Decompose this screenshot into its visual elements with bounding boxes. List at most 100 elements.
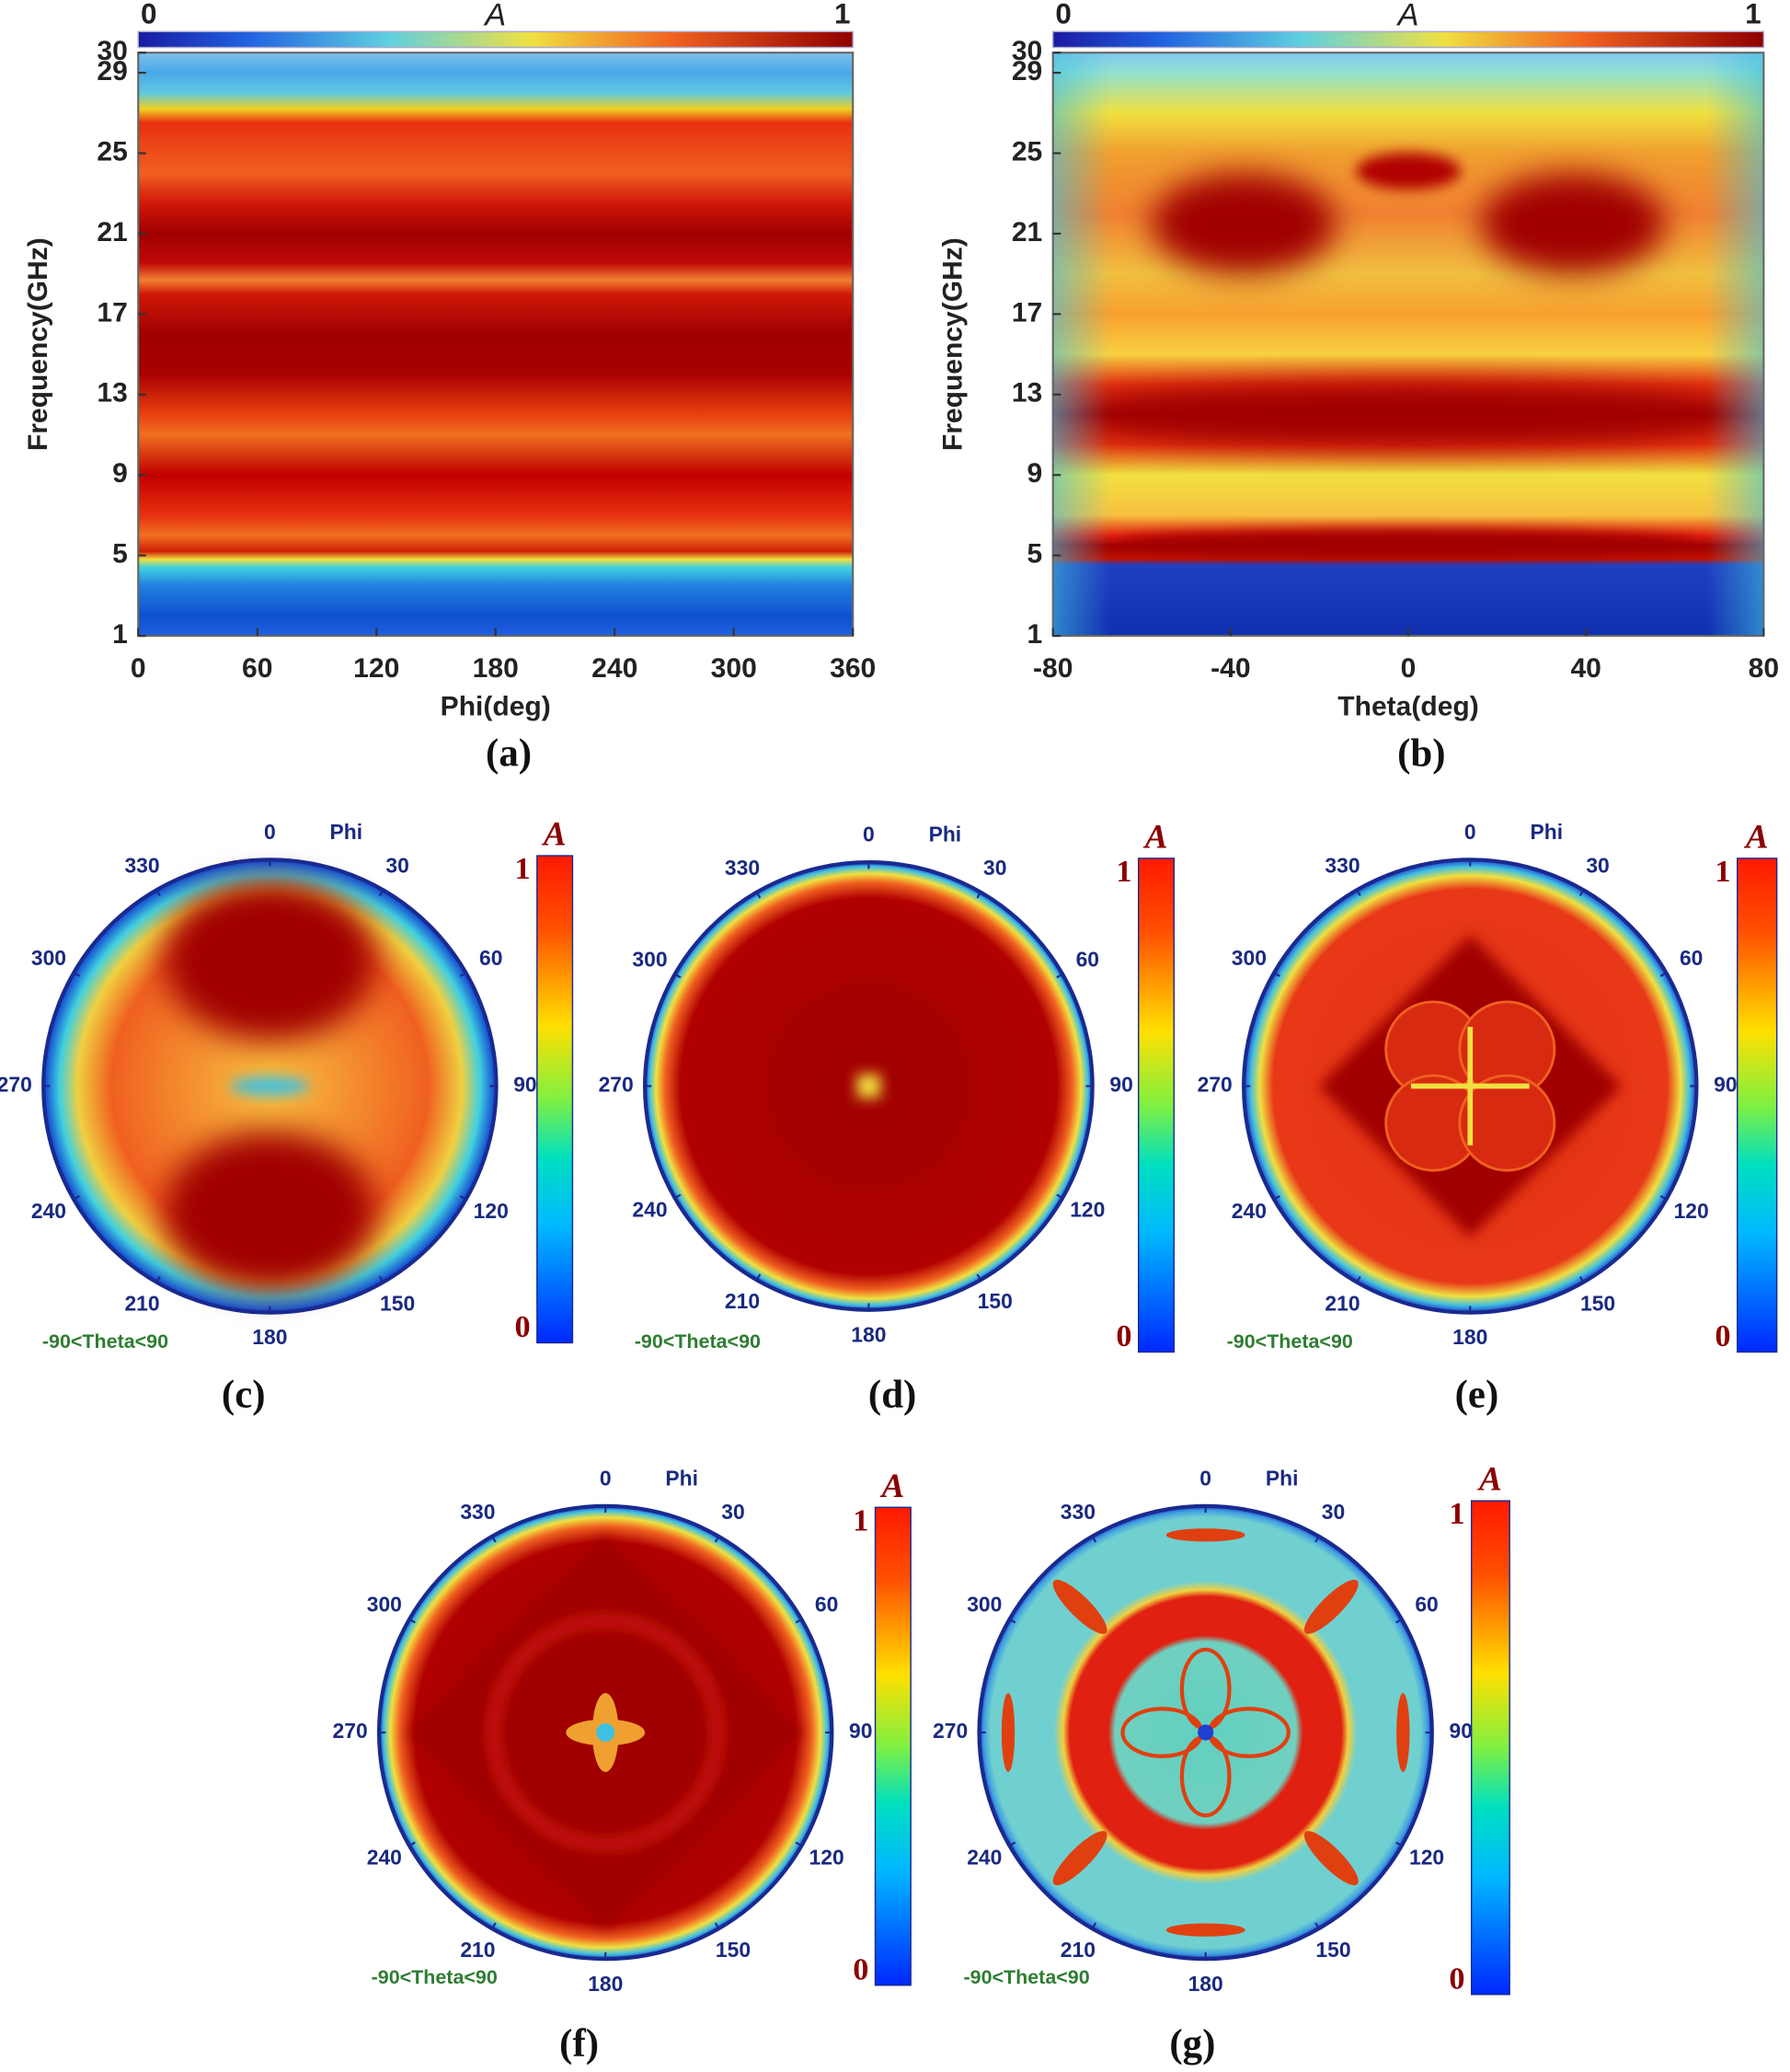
angle-tick bbox=[674, 973, 682, 979]
angle-axis-label: Phi bbox=[929, 823, 962, 846]
angle-tick bbox=[1273, 1194, 1280, 1201]
heatmap-field bbox=[138, 52, 854, 637]
angle-tick bbox=[1578, 1275, 1585, 1283]
angle-tick bbox=[155, 889, 161, 897]
y-tick-label: 9 bbox=[112, 458, 128, 489]
x-tick-label: 360 bbox=[830, 653, 876, 684]
angle-tick-label: 60 bbox=[815, 1593, 838, 1617]
angle-tick bbox=[1659, 972, 1667, 977]
angle-tick-label: 240 bbox=[967, 1845, 1002, 1869]
angle-tick-label: 90 bbox=[849, 1719, 872, 1743]
colorbar-tick-label: 1 bbox=[853, 1502, 868, 1537]
angle-tick bbox=[378, 889, 384, 897]
angle-tick-label: 330 bbox=[460, 1500, 495, 1524]
angle-tick-label: 0 bbox=[863, 823, 875, 846]
y-tick-label: 25 bbox=[97, 136, 127, 167]
panel-caption: (f) bbox=[559, 2022, 599, 2066]
panel-caption: (b) bbox=[1397, 732, 1445, 776]
x-tick-label: 120 bbox=[353, 653, 399, 684]
color-field bbox=[1303, 1579, 1359, 1634]
angle-tick bbox=[1356, 1275, 1361, 1283]
color-field bbox=[1198, 1724, 1214, 1741]
y-tick-label: 30 bbox=[97, 36, 127, 66]
x-tick-label: 300 bbox=[711, 653, 757, 684]
angle-tick-label: 120 bbox=[809, 1845, 844, 1869]
angle-tick bbox=[1578, 889, 1585, 897]
angle-tick-label: 240 bbox=[367, 1845, 402, 1869]
color-field bbox=[164, 881, 375, 1041]
angle-tick bbox=[491, 1536, 497, 1543]
colorbar bbox=[874, 1506, 912, 1986]
angle-tick bbox=[459, 972, 467, 977]
angle-tick bbox=[408, 1618, 416, 1624]
angle-tick-label: 270 bbox=[1198, 1072, 1233, 1096]
range-note: -90<Theta<90 bbox=[635, 1330, 761, 1353]
colorbar bbox=[1137, 858, 1176, 1353]
color-field bbox=[1467, 1027, 1474, 1145]
angle-tick-label: 180 bbox=[1452, 1325, 1487, 1349]
color-field bbox=[1165, 1923, 1245, 1937]
colorbar bbox=[1737, 858, 1778, 1353]
panel-caption: (a) bbox=[486, 732, 532, 776]
panel-caption: (e) bbox=[1455, 1373, 1499, 1416]
angle-tick-label: 60 bbox=[479, 946, 502, 970]
colorbar-tick-label: 1 bbox=[834, 0, 851, 29]
angle-tick bbox=[1091, 1922, 1097, 1929]
angle-tick bbox=[976, 1273, 981, 1281]
angle-tick-label: 0 bbox=[600, 1466, 612, 1490]
angle-tick bbox=[1395, 1841, 1403, 1847]
x-tick-label: 80 bbox=[1749, 653, 1779, 684]
y-tick-label: 1 bbox=[1027, 619, 1043, 650]
colorbar-label: A bbox=[483, 0, 506, 33]
angle-tick bbox=[378, 1275, 384, 1283]
angle-tick-label: 120 bbox=[474, 1199, 509, 1223]
angle-tick-label: 120 bbox=[1070, 1197, 1105, 1221]
colorbar-label: A bbox=[1477, 1461, 1502, 1499]
angle-tick bbox=[73, 972, 80, 977]
x-axis-label: Theta(deg) bbox=[1337, 692, 1478, 722]
colorbar-label: A bbox=[1396, 0, 1419, 33]
angle-tick-label: 30 bbox=[1322, 1500, 1345, 1524]
color-field bbox=[1105, 386, 1712, 444]
angle-tick-label: 240 bbox=[632, 1197, 667, 1221]
angle-tick-label: 90 bbox=[1109, 1072, 1132, 1096]
angle-tick-label: 330 bbox=[725, 856, 760, 880]
angle-tick-label: 180 bbox=[851, 1322, 886, 1346]
color-field bbox=[1052, 1579, 1107, 1634]
range-note: -90<Theta<90 bbox=[372, 1966, 498, 1988]
angle-tick bbox=[1009, 1841, 1016, 1847]
angle-tick-label: 270 bbox=[933, 1719, 968, 1743]
color-field bbox=[1165, 1528, 1245, 1542]
angle-tick-label: 180 bbox=[1188, 1972, 1223, 1996]
angle-tick-label: 210 bbox=[1061, 1938, 1096, 1962]
angle-tick bbox=[714, 1536, 720, 1543]
color-field bbox=[1480, 173, 1666, 274]
angle-tick bbox=[976, 892, 981, 899]
angle-tick-label: 90 bbox=[513, 1072, 536, 1096]
y-axis-label: Frequency(GHz) bbox=[23, 237, 53, 451]
color-field bbox=[1052, 1831, 1107, 1886]
color-field bbox=[164, 1132, 375, 1291]
y-tick-label: 17 bbox=[97, 297, 127, 328]
angle-tick-label: 240 bbox=[1232, 1199, 1267, 1223]
colorbar-label: A bbox=[879, 1468, 904, 1505]
angle-tick bbox=[1395, 1618, 1403, 1624]
angle-tick-label: 180 bbox=[588, 1972, 623, 1996]
angle-tick bbox=[795, 1618, 802, 1624]
angle-tick-label: 210 bbox=[460, 1938, 495, 1962]
angle-tick-label: 300 bbox=[367, 1593, 402, 1617]
colorbar-tick-label: 0 bbox=[1715, 1318, 1730, 1353]
colorbar-tick-label: 1 bbox=[1715, 854, 1730, 889]
angle-tick-label: 0 bbox=[1199, 1466, 1211, 1490]
angle-tick-label: 150 bbox=[380, 1291, 415, 1315]
angle-tick-label: 120 bbox=[1674, 1199, 1709, 1223]
colorbar-tick-label: 1 bbox=[1449, 1496, 1464, 1531]
angle-tick bbox=[155, 1275, 161, 1283]
color-field bbox=[1303, 1831, 1359, 1886]
angle-tick bbox=[1091, 1536, 1097, 1543]
colorbar-tick-label: 0 bbox=[141, 0, 157, 29]
angle-tick-label: 330 bbox=[124, 854, 159, 878]
angle-tick bbox=[1056, 973, 1063, 979]
color-field bbox=[230, 1076, 310, 1096]
panel-caption: (g) bbox=[1169, 2022, 1215, 2066]
